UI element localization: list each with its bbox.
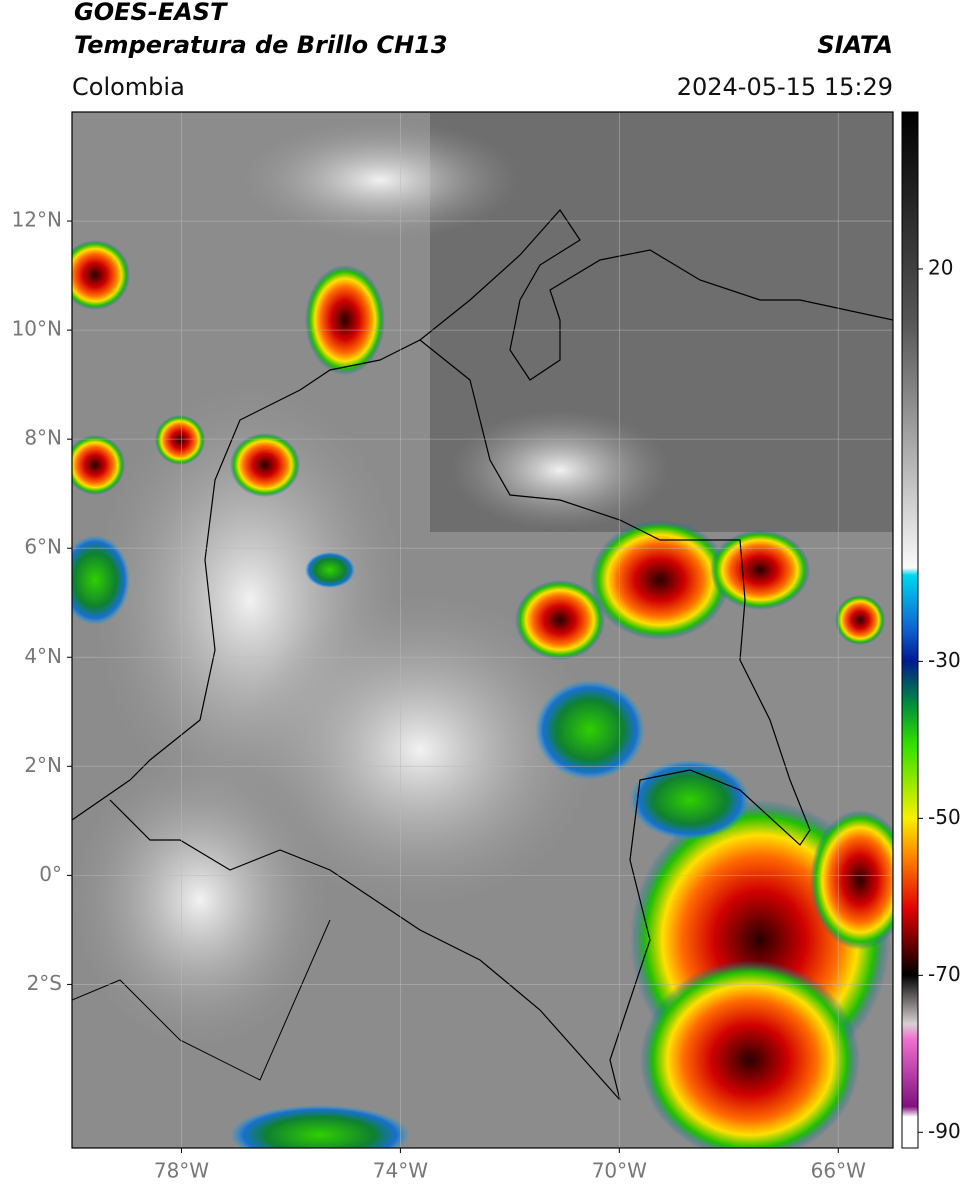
storm-cell [590,520,730,640]
lat-tick-label: 6°N [24,535,62,559]
map-frame [71,111,894,1149]
colorbar-axis: 20 -30 -50 -70 -90 [918,255,961,1143]
weak-cell [72,535,130,625]
satellite-image [72,112,893,1148]
cloud-field [72,750,330,1050]
lat-tick-label: 10°N [12,317,62,341]
lon-tick-label: 70°W [592,1159,647,1183]
lat-tick-label: 12°N [12,208,62,232]
lon-tick-label: 74°W [373,1159,428,1183]
border [72,339,811,1101]
colorbar [901,111,919,1149]
cloud-field [240,590,600,910]
colorbar-tick-label: -90 [928,1119,961,1143]
storm-cell [305,265,385,375]
datetime: 2024-05-15 15:29 [677,73,893,101]
map-axes: 78°W 74°W 70°W 66°W 12°N 10°N 8°N 6°N 4°N 2°N 0° 2°… [12,208,867,1183]
storm-cell [640,960,860,1148]
storm-cell [835,595,885,645]
title: GOES-EAST [74,0,228,26]
lat-tick-label: 4°N [24,644,62,668]
weak-cell [230,1105,410,1148]
storm-cell [72,240,130,310]
lon-tick-label: 66°W [811,1159,866,1183]
cloud-field [240,120,520,240]
storm-cell [230,433,300,497]
lat-tick-label: 2°N [24,753,62,777]
lat-tick-label: 0° [39,862,62,886]
weak-cell [535,680,645,780]
subtitle: Temperatura de Brillo CH13 [74,31,448,59]
weak-cell [630,760,750,840]
lat-tick-label: 8°N [24,426,62,450]
border [72,919,331,1081]
source: SIATA [817,31,893,59]
coastline [419,209,893,381]
storm-cell [515,580,605,660]
colorbar-tick-label: -50 [928,805,961,829]
colorbar-tick-label: 20 [928,255,953,279]
storm-cell [710,530,810,610]
storm-cell [155,415,205,465]
graticule [72,112,893,1148]
storm-cell [810,810,893,950]
region: Colombia [72,73,185,101]
lon-tick-label: 78°W [154,1159,209,1183]
weak-cell [305,552,355,588]
storm-cell [72,435,125,495]
lat-tick-label: 2°S [27,971,62,995]
colorbar-tick-label: -30 [928,648,961,672]
colorbar-tick-label: -70 [928,962,961,986]
cloud-field [450,410,670,530]
